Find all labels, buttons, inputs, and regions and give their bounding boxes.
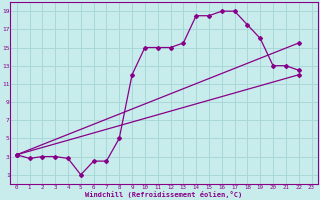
X-axis label: Windchill (Refroidissement éolien,°C): Windchill (Refroidissement éolien,°C) xyxy=(85,191,243,198)
